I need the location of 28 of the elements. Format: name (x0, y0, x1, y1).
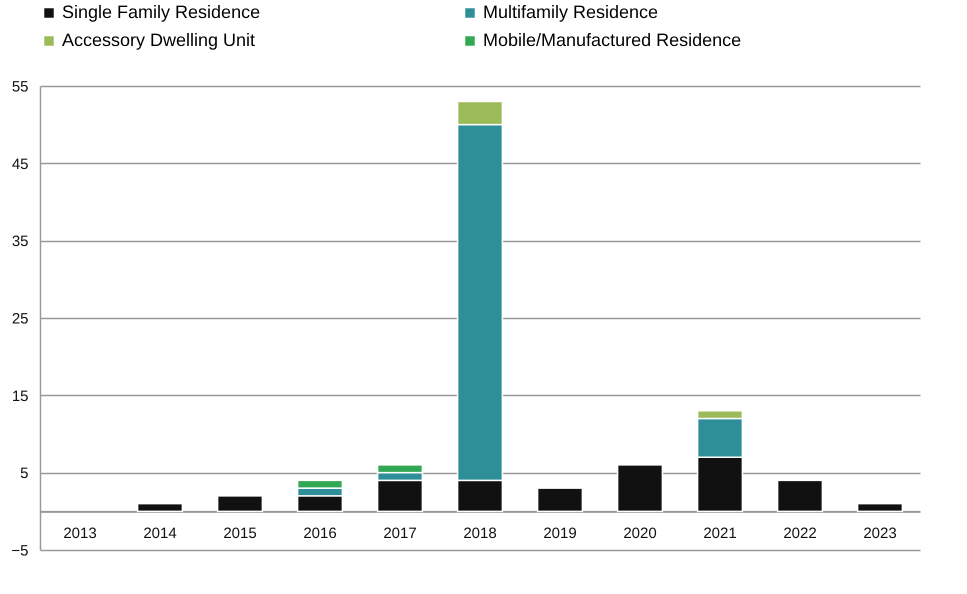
y-tick-label: 5 (20, 465, 28, 482)
x-tick-label: 2019 (543, 524, 577, 542)
legend-label: Multifamily Residence (483, 2, 658, 22)
x-tick-label: 2018 (463, 524, 497, 542)
x-tick-label: 2013 (63, 524, 97, 542)
x-tick-label: 2020 (623, 524, 657, 542)
legend-label: Mobile/Manufactured Residence (483, 30, 742, 50)
bar (216, 495, 264, 512)
x-tick-label: 2022 (783, 524, 817, 542)
y-tick-label: 35 (12, 233, 28, 250)
y-tick-label: 45 (12, 156, 28, 173)
x-tick-label: 2016 (303, 524, 337, 542)
bar (856, 502, 904, 512)
legend-label: Accessory Dwelling Unit (62, 30, 256, 50)
x-tick-label: 2023 (863, 524, 897, 542)
y-tick-label: −5 (11, 542, 28, 560)
x-tick-label: 2021 (703, 524, 737, 542)
x-tick-label: 2017 (383, 524, 417, 542)
bar (536, 487, 584, 512)
y-tick-label: 25 (12, 310, 28, 328)
y-tick-label: 15 (12, 388, 28, 405)
x-tick-label: 2015 (223, 524, 257, 542)
bar (616, 464, 664, 512)
x-tick-label: 2014 (143, 524, 177, 542)
y-tick-label: 55 (12, 78, 28, 96)
legend-label: Single Family Residence (62, 2, 260, 22)
bar (776, 480, 824, 512)
bar (136, 502, 184, 512)
